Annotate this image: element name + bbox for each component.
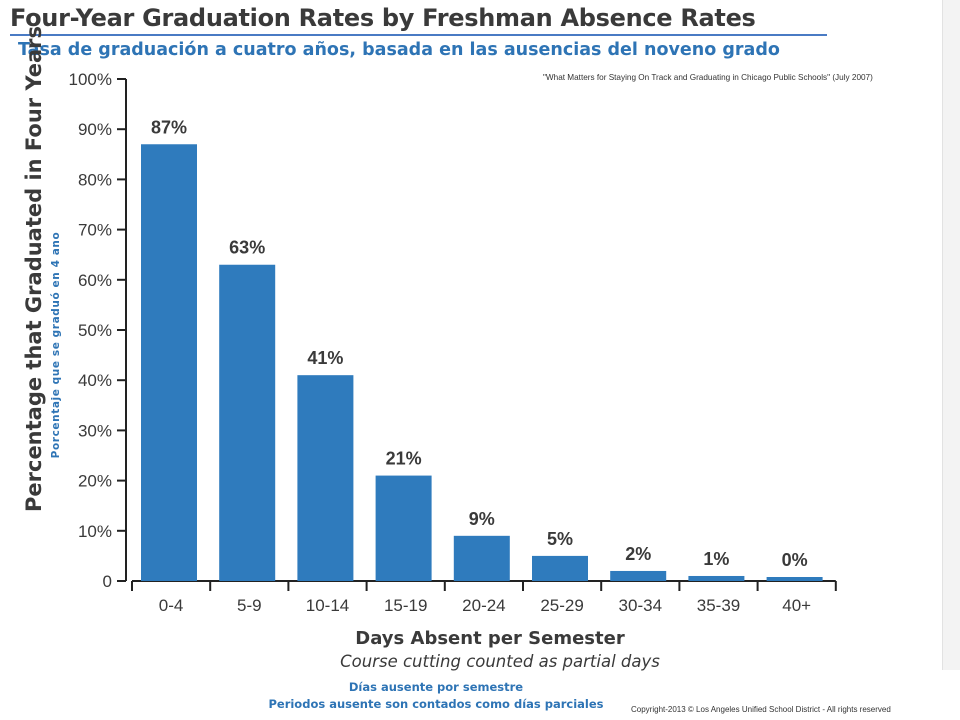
bar-data-label: 1% [703,549,729,569]
y-tick-label: 70% [78,221,112,240]
y-tick-label: 0 [103,572,112,591]
y-tick-label: 10% [78,522,112,541]
y-tick-label: 30% [78,421,112,440]
x-tick-label: 30-34 [619,596,662,615]
bar [141,144,197,581]
y-tick-label: 20% [78,472,112,491]
x-tick-label: 15-19 [384,596,427,615]
x-tick-label: 0-4 [159,596,184,615]
y-tick-label: 80% [78,170,112,189]
bar-data-label: 5% [547,529,573,549]
y-tick-label: 90% [78,120,112,139]
x-axis-note: Course cutting counted as partial days [340,652,660,671]
copyright-notice: Copyright-2013 © Los Angeles Unified Sch… [631,705,891,714]
slide-edge [942,0,960,670]
bar [688,575,745,581]
title-underline [10,34,827,36]
x-tick-label: 10-14 [306,596,349,615]
bar [766,577,823,581]
bar [453,535,510,581]
y-tick-label: 100% [69,70,112,89]
x-tick-label: 20-24 [462,596,505,615]
bar-data-label: 63% [229,238,265,258]
bar [610,570,667,581]
y-tick-label: 60% [78,271,112,290]
x-tick-label: 35-39 [697,596,740,615]
x-axis-label-spanish: Días ausente por semestre [348,680,524,694]
bar-data-label: 41% [307,348,343,368]
bar-data-label: 9% [469,509,495,529]
y-tick-label: 50% [78,321,112,340]
bar-data-label: 2% [625,544,651,564]
bar [375,475,432,581]
bar [532,555,588,581]
bar-data-label: 21% [386,449,422,469]
chart-title: Four-Year Graduation Rates by Freshman A… [10,4,756,32]
x-tick-label: 5-9 [237,596,262,615]
x-tick-label: 25-29 [540,596,583,615]
y-tick-label: 40% [78,371,112,390]
bar [297,375,354,581]
bar-data-label: 0% [782,550,808,570]
x-axis-note-spanish: Periodos ausente son contados como días … [268,697,604,711]
bar-data-label: 87% [151,117,187,137]
source-citation: "What Matters for Staying On Track and G… [543,73,873,82]
bar [219,264,276,581]
spanish-subtitle: Tasa de graduación a cuatro años, basada… [18,40,780,60]
x-tick-label: 40+ [782,596,811,615]
x-axis-label: Days Absent per Semester [355,628,625,649]
